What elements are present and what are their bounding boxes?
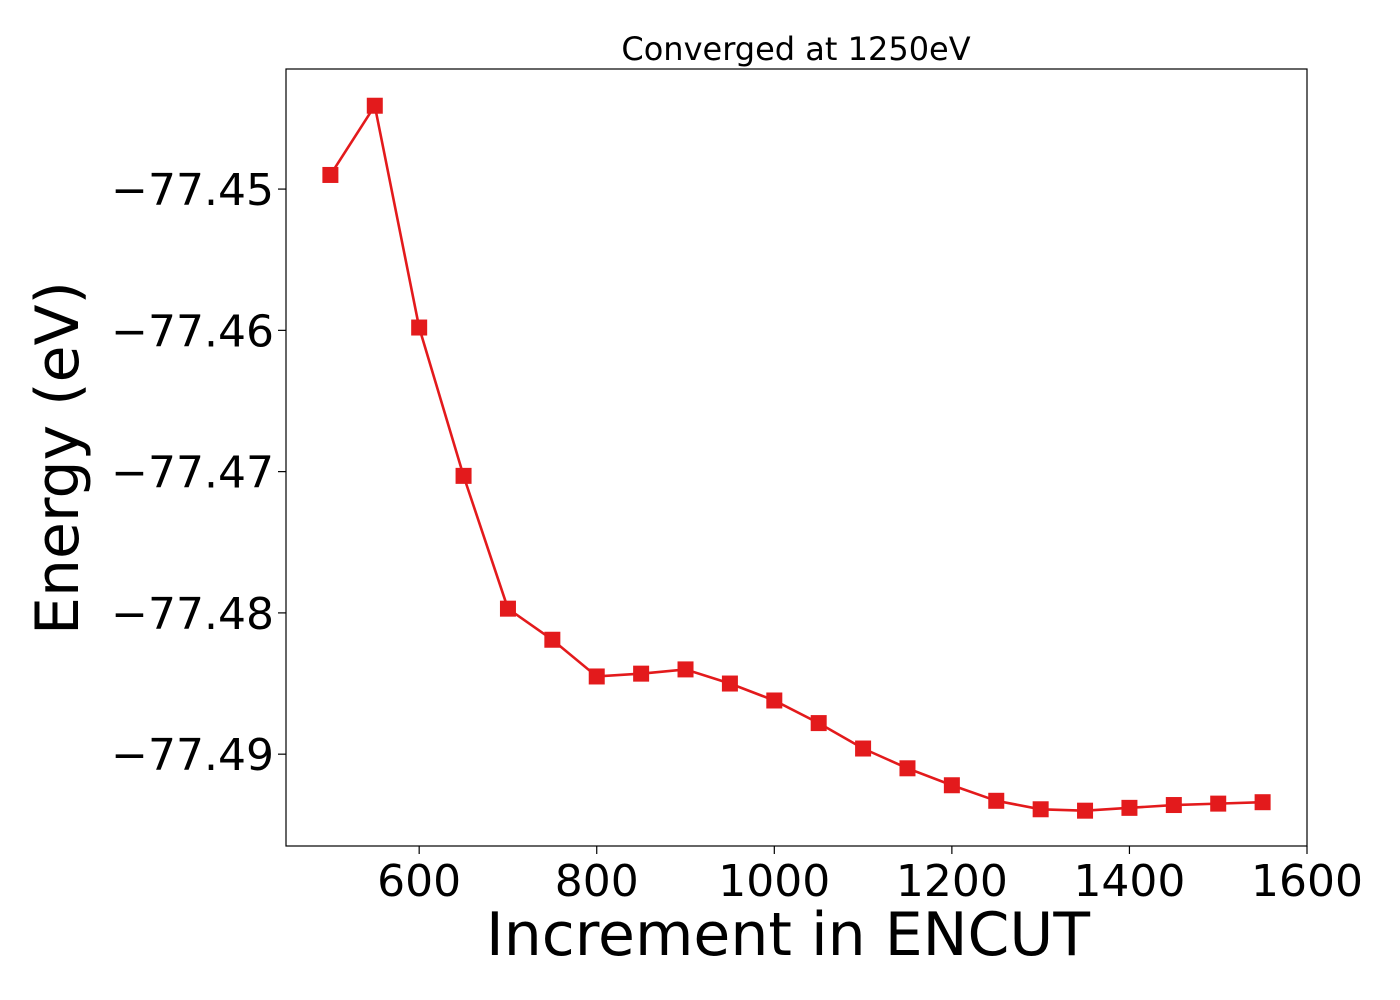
x-tick-label: 1200 (896, 856, 1008, 907)
x-axis-label: Increment in ENCUT (486, 900, 1090, 970)
series-line (329, 102, 1263, 812)
data-point (677, 661, 694, 678)
data-point (544, 631, 561, 648)
x-tick-label: 800 (555, 856, 639, 907)
x-axis: 600 800 1000 1200 1400 1600 (377, 846, 1363, 907)
data-point (899, 760, 916, 777)
y-axis: −77.45 −77.46 −77.47 −77.48 −77.49 (111, 165, 286, 781)
data-point (1077, 802, 1094, 819)
data-point (1121, 799, 1138, 816)
data-point (1254, 794, 1271, 811)
data-point (855, 740, 872, 757)
data-point (322, 166, 339, 183)
y-tick-label: −77.46 (111, 306, 274, 357)
data-point (1032, 801, 1049, 818)
data-point (411, 319, 428, 336)
x-tick-label: 600 (377, 856, 461, 907)
y-axis-label: Energy (eV) (23, 281, 93, 635)
y-tick-label: −77.49 (111, 730, 274, 781)
x-tick-label: 1600 (1251, 856, 1363, 907)
data-point (455, 467, 472, 484)
data-point (943, 777, 960, 794)
plot-frame (285, 68, 1308, 847)
data-point (499, 600, 516, 617)
chart-title: Converged at 1250eV (621, 30, 970, 68)
y-tick-label: −77.47 (111, 448, 274, 499)
y-tick-label: −77.45 (111, 165, 274, 216)
data-point (588, 668, 605, 685)
x-tick-label: 1000 (718, 856, 830, 907)
series-energy (322, 97, 1271, 819)
data-point (366, 97, 383, 114)
y-tick-label: −77.48 (111, 589, 274, 640)
data-point (1165, 797, 1182, 814)
x-tick-label: 1400 (1073, 856, 1185, 907)
data-point (810, 715, 827, 732)
data-point (766, 692, 783, 709)
data-point (1210, 795, 1227, 812)
data-point (633, 665, 650, 682)
data-point (988, 792, 1005, 809)
data-point (721, 675, 738, 692)
